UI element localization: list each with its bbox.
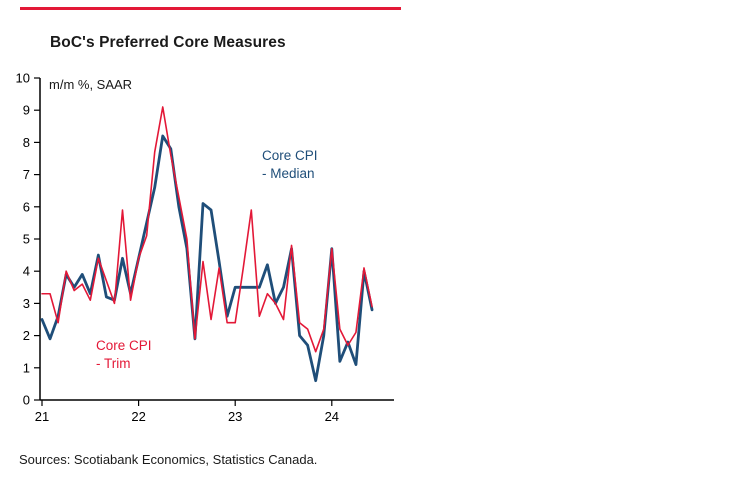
svg-text:23: 23 [228, 409, 242, 424]
svg-text:21: 21 [35, 409, 49, 424]
sources-note: Sources: Scotiabank Economics, Statistic… [19, 452, 318, 467]
svg-text:m/m %, SAAR: m/m %, SAAR [49, 77, 132, 92]
svg-text:8: 8 [23, 135, 30, 150]
svg-text:10: 10 [16, 71, 30, 86]
svg-text:5: 5 [23, 232, 30, 247]
svg-text:Core CPI: Core CPI [262, 148, 318, 163]
svg-text:22: 22 [131, 409, 145, 424]
svg-text:- Trim: - Trim [96, 356, 131, 371]
svg-text:4: 4 [23, 264, 30, 279]
svg-text:Core CPI: Core CPI [96, 338, 152, 353]
svg-text:0: 0 [23, 393, 30, 408]
svg-text:3: 3 [23, 296, 30, 311]
svg-text:9: 9 [23, 103, 30, 118]
svg-text:24: 24 [325, 409, 339, 424]
svg-text:- Median: - Median [262, 166, 315, 181]
svg-text:6: 6 [23, 199, 30, 214]
svg-text:2: 2 [23, 328, 30, 343]
svg-text:1: 1 [23, 360, 30, 375]
chart-title: BoC's Preferred Core Measures [50, 34, 286, 51]
svg-text:7: 7 [23, 167, 30, 182]
header-rule [20, 7, 401, 10]
